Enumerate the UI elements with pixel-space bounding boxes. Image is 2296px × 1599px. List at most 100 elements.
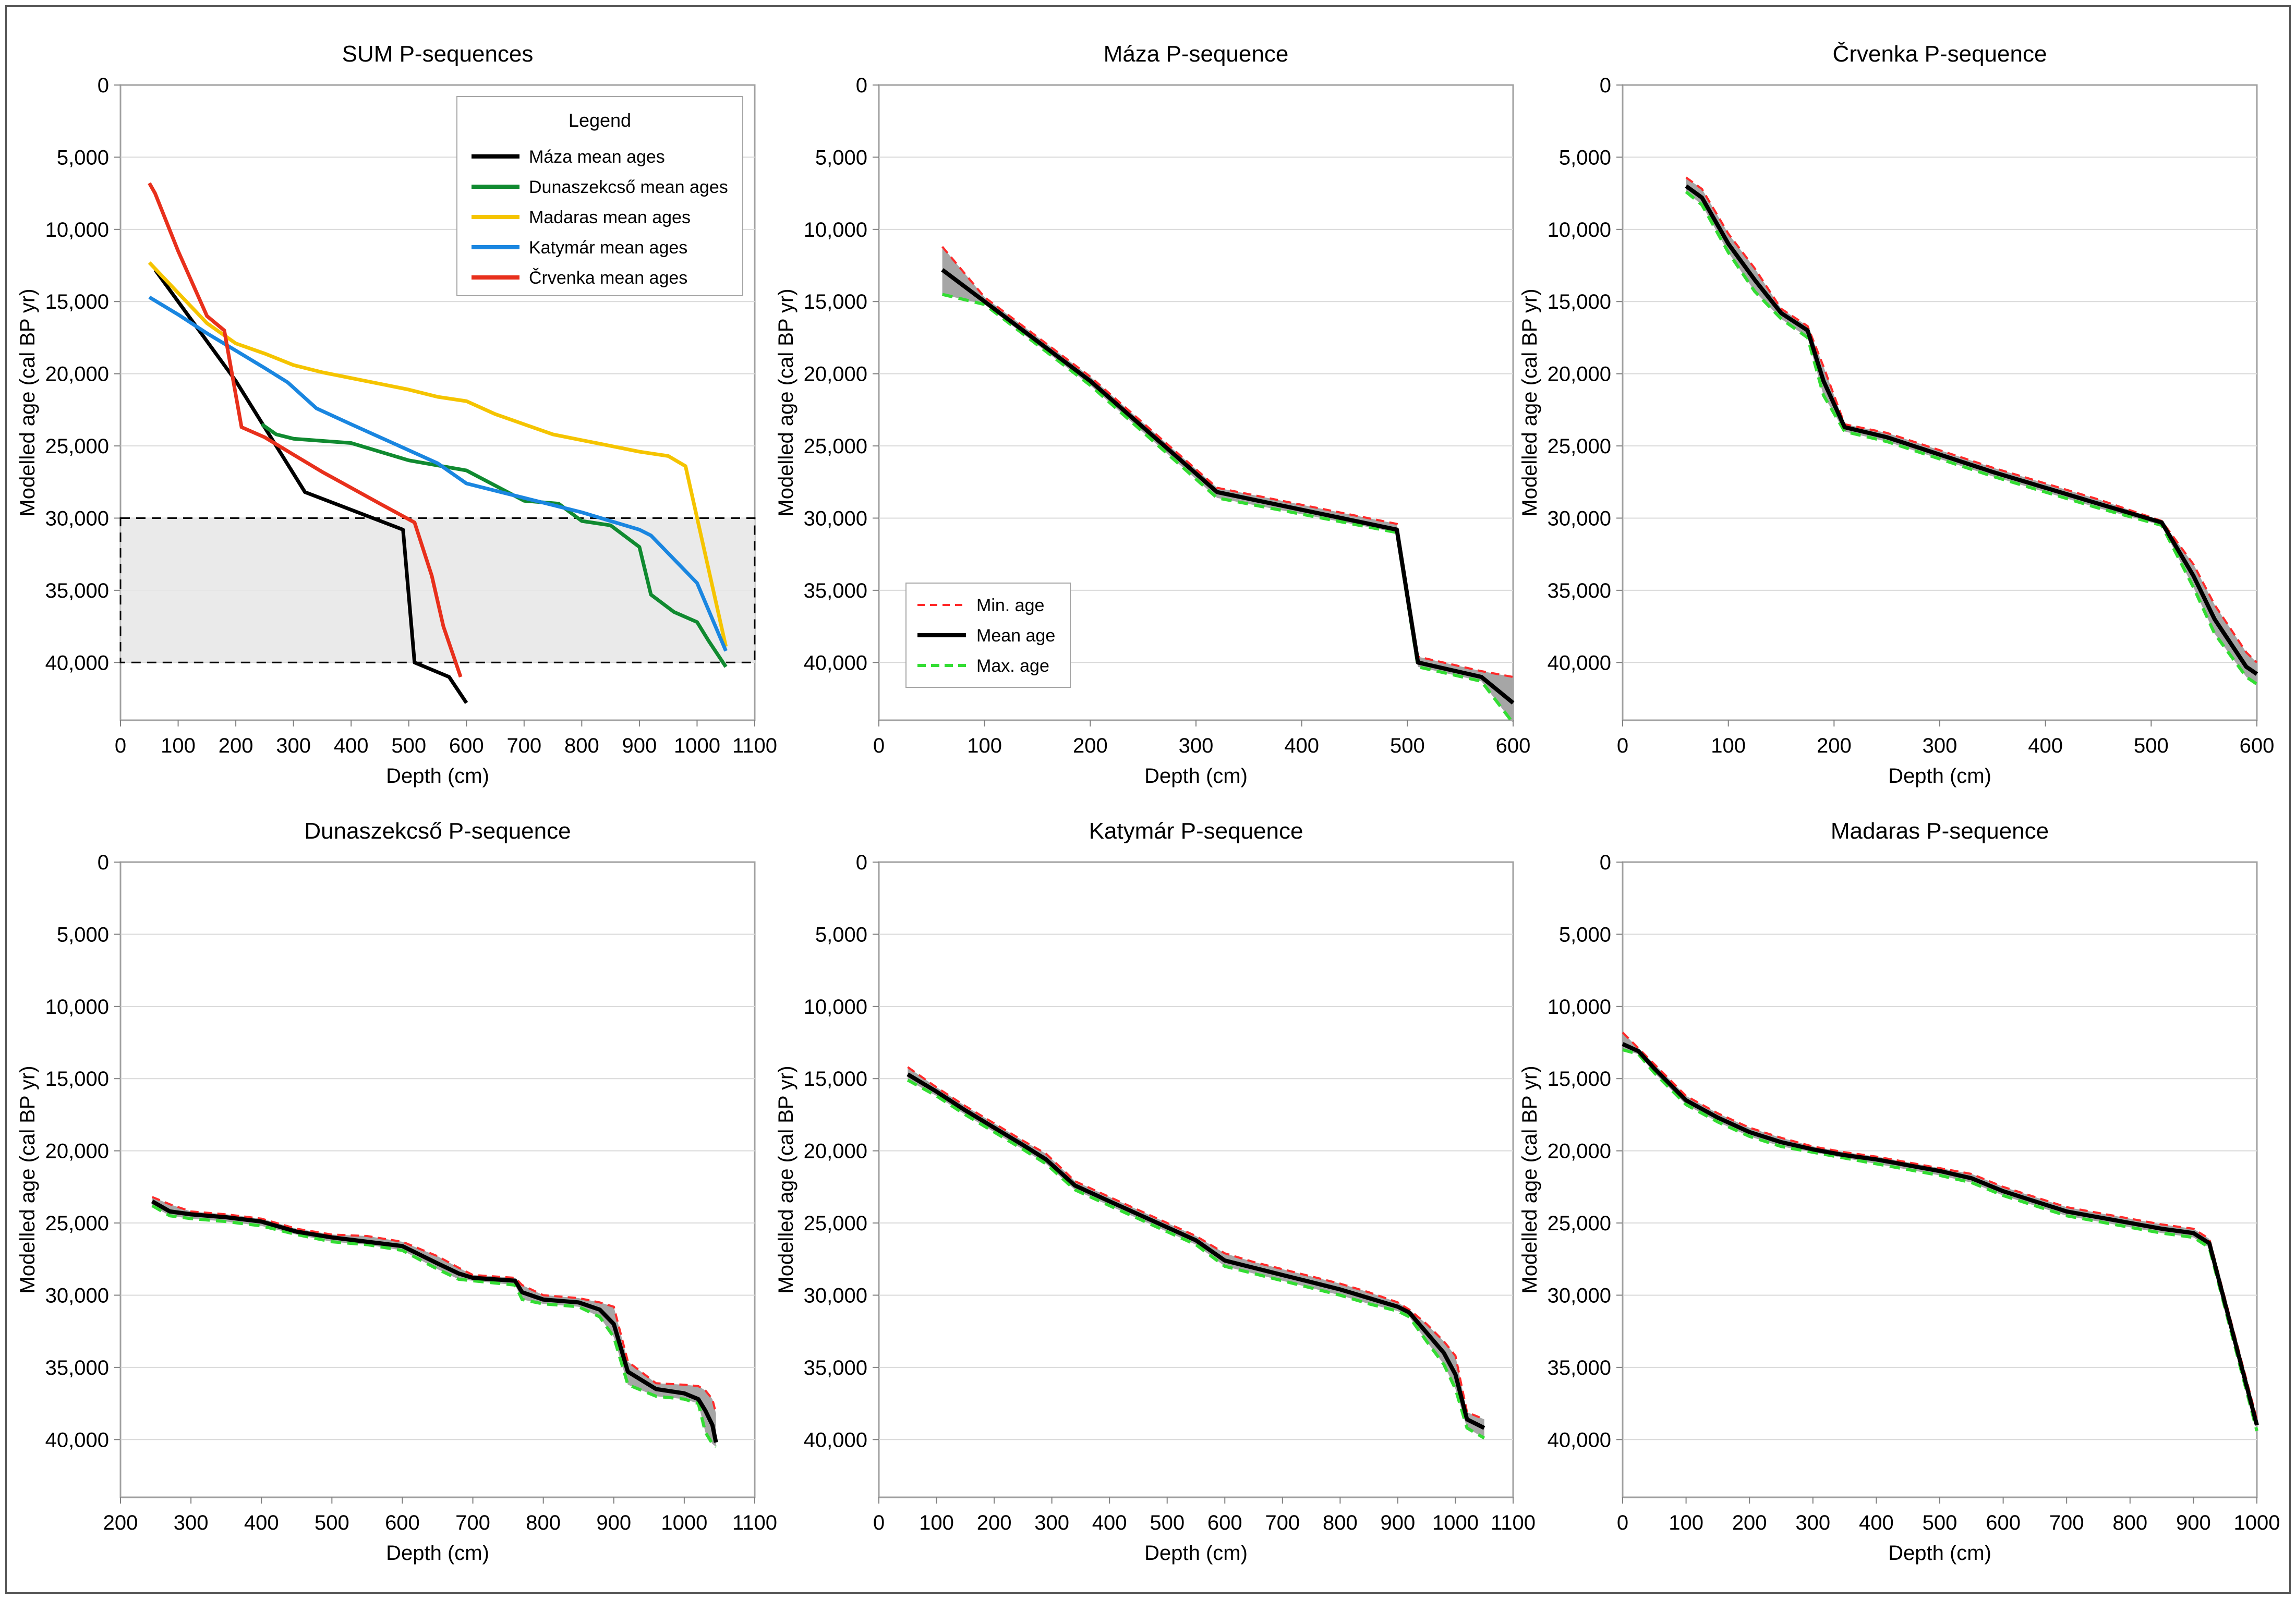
x-tick-label: 1000 [661, 1511, 707, 1534]
y-tick-label: 0 [1600, 74, 1611, 97]
x-tick-label: 500 [2134, 734, 2169, 757]
legend-label: Min. age [976, 596, 1044, 615]
x-tick-label: 600 [1207, 1511, 1242, 1534]
x-tick-label: 400 [1092, 1511, 1127, 1534]
y-tick-label: 25,000 [804, 435, 867, 458]
y-tick-label: 20,000 [804, 1140, 867, 1163]
figure-canvas: SUM P-sequences 0 5,000 10,000 15,000 20,000 2… [16, 41, 2280, 1565]
y-tick-label: 20,000 [45, 1140, 109, 1163]
plot-area [1622, 861, 2258, 1498]
y-tick-label: 0 [1600, 851, 1611, 874]
series-line [260, 422, 728, 668]
x-tick-label: 400 [334, 734, 369, 757]
x-tick-label: 400 [244, 1511, 279, 1534]
x-tick-label: 600 [385, 1511, 420, 1534]
legend-title: Legend [569, 110, 631, 131]
x-tick-label: 300 [1179, 734, 1214, 757]
x-tick-label: 700 [2049, 1511, 2084, 1534]
x-tick-label: 700 [506, 734, 541, 757]
y-tick-label: 5,000 [1559, 146, 1611, 169]
y-tick-label: 10,000 [1548, 219, 1611, 241]
y-tick-label: 35,000 [1548, 579, 1611, 602]
y-tick-label: 40,000 [804, 651, 867, 674]
figure-frame: SUM P-sequences 0 5,000 10,000 15,000 20,000 2… [5, 5, 2291, 1594]
chart-title: Máza P-sequence [1104, 41, 1289, 67]
x-tick-label: 700 [1265, 1511, 1300, 1534]
y-tick-label: 40,000 [804, 1428, 867, 1451]
highlight-band [119, 517, 756, 663]
y-tick-label: 5,000 [815, 923, 867, 946]
max-age-line [151, 1204, 717, 1448]
plot-area [878, 861, 1514, 1498]
y-axis-label: Modelled age (cal BP yr) [1518, 288, 1541, 516]
chart-title: Madaras P-sequence [1831, 818, 2049, 844]
y-tick-label: 5,000 [57, 146, 109, 169]
legend-label: Max. age [976, 656, 1049, 676]
legend-label: Madaras mean ages [529, 208, 691, 227]
x-tick-label: 200 [103, 1511, 138, 1534]
legend-label: Črvenka mean ages [529, 268, 687, 288]
chart-panel-3: Črvenka P-sequence 0 5,000 10,000 15,000 20,0… [1518, 41, 2274, 788]
chart-title: SUM P-sequences [342, 41, 534, 67]
y-tick-label: 30,000 [1548, 507, 1611, 530]
mean-age-line [907, 1072, 1485, 1430]
x-tick-label: 200 [219, 734, 253, 757]
legend-label: Máza mean ages [529, 147, 665, 167]
x-tick-label: 1100 [732, 734, 777, 757]
min-age-line [941, 246, 1514, 678]
x-tick-label: 1100 [732, 1511, 777, 1534]
max-age-line [941, 293, 1515, 724]
y-tick-label: 40,000 [1548, 651, 1611, 674]
y-tick-label: 0 [856, 851, 867, 874]
x-tick-label: 0 [115, 734, 126, 757]
x-axis-label: Depth (cm) [386, 1542, 489, 1565]
x-tick-label: 800 [564, 734, 599, 757]
min-age-line [152, 1196, 717, 1414]
chart-title: Dunaszekcső P-sequence [304, 818, 571, 844]
mean-age-line [1622, 1042, 2259, 1426]
x-tick-label: 100 [161, 734, 196, 757]
x-tick-label: 700 [455, 1511, 490, 1534]
y-tick-label: 30,000 [45, 507, 109, 530]
y-axis-label: Modelled age (cal BP yr) [16, 1065, 39, 1293]
x-tick-label: 800 [1323, 1511, 1358, 1534]
y-tick-label: 25,000 [1548, 435, 1611, 458]
x-tick-label: 600 [1986, 1511, 2021, 1534]
x-tick-label: 500 [315, 1511, 349, 1534]
x-tick-label: 500 [1390, 734, 1425, 757]
y-tick-label: 0 [856, 74, 867, 97]
x-tick-label: 500 [391, 734, 426, 757]
y-axis-label: Modelled age (cal BP yr) [1518, 1065, 1541, 1293]
legend-label: Katymár mean ages [529, 238, 687, 258]
x-tick-label: 300 [1923, 734, 1957, 757]
series-line [148, 295, 728, 652]
max-age-line [907, 1079, 1485, 1440]
x-tick-label: 200 [1817, 734, 1852, 757]
plot-area [119, 861, 756, 1498]
y-tick-label: 10,000 [804, 219, 867, 241]
y-tick-label: 25,000 [804, 1212, 867, 1235]
x-axis-label: Depth (cm) [1144, 765, 1248, 788]
max-age-line [1685, 190, 2258, 686]
x-tick-label: 300 [276, 734, 311, 757]
x-tick-label: 800 [2112, 1511, 2147, 1534]
series-line [148, 261, 728, 647]
y-tick-label: 25,000 [1548, 1212, 1611, 1235]
x-tick-label: 0 [1617, 734, 1628, 757]
y-tick-label: 40,000 [45, 1428, 109, 1451]
chart-panel-4: Dunaszekcső P-sequence 0 5,000 10,000 15,000… [16, 818, 777, 1565]
y-tick-label: 10,000 [804, 996, 867, 1019]
x-tick-label: 600 [1496, 734, 1531, 757]
legend: Legend Máza mean ages Dunaszekcső mean age… [456, 96, 743, 296]
x-tick-label: 900 [622, 734, 657, 757]
y-tick-label: 10,000 [45, 996, 109, 1019]
y-tick-label: 35,000 [45, 1356, 109, 1379]
y-tick-label: 20,000 [1548, 1140, 1611, 1163]
y-tick-label: 15,000 [45, 290, 109, 313]
max-age-line [1622, 1048, 2258, 1432]
x-tick-label: 500 [1150, 1511, 1185, 1534]
x-tick-label: 200 [1732, 1511, 1767, 1534]
series-line [153, 269, 468, 704]
x-tick-label: 100 [1711, 734, 1746, 757]
y-tick-label: 20,000 [45, 363, 109, 386]
